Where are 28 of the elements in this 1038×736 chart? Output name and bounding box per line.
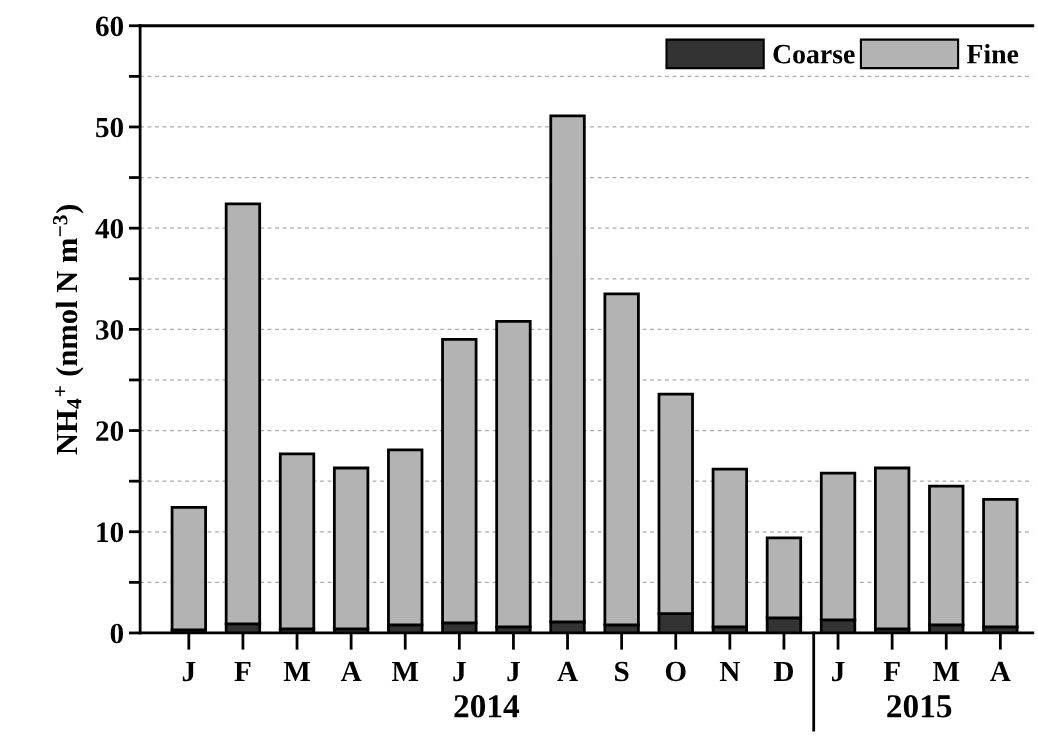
x-tick-label: M — [283, 661, 310, 681]
x-tick-label: F — [234, 661, 251, 681]
y-tick-label: 60 — [95, 16, 124, 37]
x-tick-label: M — [932, 661, 960, 681]
x-tick-label: J — [832, 661, 845, 682]
x-tick-label: A — [340, 661, 362, 681]
y-tick-label: 10 — [97, 522, 124, 543]
x-tick-label: F — [883, 661, 900, 681]
x-tick-label: D — [773, 661, 794, 682]
y-tick-label: 20 — [96, 421, 124, 441]
text: 2014 — [454, 695, 520, 718]
x-tick-label: N — [719, 661, 740, 681]
y-tick-label: 40 — [95, 218, 124, 239]
y-tick-label: 50 — [96, 117, 124, 138]
legend-label: Coarse — [773, 44, 855, 64]
text: 2015 — [887, 695, 952, 718]
y-tick-label: 0 — [110, 623, 124, 644]
x-tick-label: A — [557, 661, 578, 681]
x-tick-label: J — [507, 661, 520, 682]
y-axis-title: NH$_{4}$$^{+}$ (nmol N m$^{−3}$) — [53, 205, 84, 455]
x-tick-label: A — [990, 661, 1011, 681]
y-tick-label: 30 — [96, 320, 124, 340]
x-tick-label: M — [391, 661, 419, 681]
x-tick-label: J — [453, 661, 466, 682]
legend-label: Fine — [966, 43, 1019, 64]
x-tick-label: O — [665, 661, 686, 682]
x-tick-label: S — [615, 661, 629, 682]
x-tick-label: J — [182, 661, 196, 682]
